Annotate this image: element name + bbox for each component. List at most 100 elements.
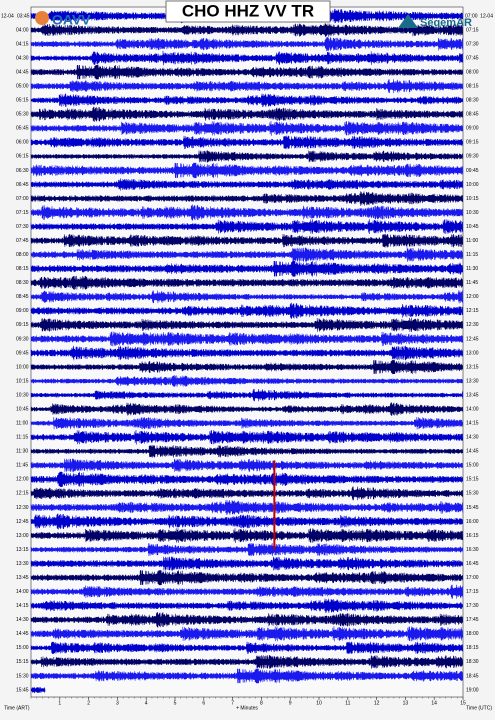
left-time-label: 07:45 bbox=[16, 238, 29, 244]
right-time-label: 17:45 bbox=[466, 617, 479, 623]
trace bbox=[30, 162, 463, 179]
left-time-label: 11:15 bbox=[16, 435, 28, 441]
trace bbox=[30, 388, 463, 402]
right-time-label: 16:00 bbox=[466, 519, 479, 525]
trace bbox=[30, 416, 463, 430]
right-time-label: 17:30 bbox=[466, 603, 479, 609]
logo-right-icon bbox=[398, 14, 418, 28]
right-time-label: 15:45 bbox=[466, 505, 479, 511]
trace bbox=[30, 626, 463, 642]
trace bbox=[30, 219, 463, 235]
right-time-label: 18:00 bbox=[466, 631, 479, 637]
trace bbox=[30, 290, 463, 304]
trace bbox=[30, 317, 463, 333]
right-time-label: 07:15 bbox=[466, 27, 479, 33]
left-time-label: 15:30 bbox=[16, 673, 29, 679]
right-time-label: 14:00 bbox=[466, 406, 479, 412]
left-time-label: 08:00 bbox=[16, 252, 29, 258]
right-time-label: 08:45 bbox=[466, 112, 479, 118]
x-tick-label: 8 bbox=[260, 700, 263, 706]
right-time-label: 18:45 bbox=[466, 673, 479, 679]
left-date: 12-04 bbox=[1, 13, 14, 19]
x-tick-label: 9 bbox=[289, 700, 292, 706]
right-axis-label: Time (UTC) bbox=[466, 705, 492, 711]
trace bbox=[30, 584, 463, 599]
x-tick-label: 10 bbox=[316, 700, 322, 706]
right-time-label: 12:00 bbox=[466, 294, 479, 300]
right-time-label: 11:45 bbox=[466, 280, 478, 286]
traces bbox=[30, 8, 463, 694]
left-time-label: 11:00 bbox=[16, 421, 28, 427]
right-time-label: 17:00 bbox=[466, 575, 479, 581]
right-date: 12-04 bbox=[480, 13, 493, 19]
right-time-label: 10:15 bbox=[466, 196, 479, 202]
left-time-label: 14:00 bbox=[16, 589, 29, 595]
left-time-label: 09:45 bbox=[16, 350, 29, 356]
right-time-label: 08:30 bbox=[466, 98, 479, 104]
left-time-label: 12:30 bbox=[16, 505, 29, 511]
right-time-label: 16:45 bbox=[466, 561, 479, 567]
trace bbox=[30, 402, 463, 416]
trace bbox=[30, 191, 463, 206]
trace bbox=[30, 528, 463, 543]
trace bbox=[30, 429, 463, 445]
left-time-label: 04:15 bbox=[16, 41, 29, 47]
left-time-label: 11:30 bbox=[16, 449, 28, 455]
trace bbox=[30, 93, 463, 108]
right-time-label: 09:30 bbox=[466, 154, 479, 160]
x-tick-label: 11 bbox=[345, 700, 350, 706]
left-time-label: 15:45 bbox=[16, 687, 29, 693]
left-time-label: 09:00 bbox=[16, 308, 29, 314]
right-time-label: 19:00 bbox=[466, 687, 479, 693]
right-time-label: 08:00 bbox=[466, 69, 479, 75]
left-time-label: 11:45 bbox=[16, 463, 28, 469]
trace bbox=[30, 345, 463, 361]
right-time-label: 07:45 bbox=[466, 55, 479, 61]
trace bbox=[30, 499, 463, 515]
left-time-label: 05:45 bbox=[16, 126, 29, 132]
left-time-label: 12:00 bbox=[16, 477, 29, 483]
left-time-label: 04:00 bbox=[16, 27, 29, 33]
trace bbox=[30, 106, 463, 122]
right-time-label: 15:00 bbox=[466, 463, 479, 469]
right-time-label: 11:15 bbox=[466, 252, 478, 258]
right-time-label: 10:45 bbox=[466, 224, 479, 230]
left-axis-label: Time (ART) bbox=[4, 705, 30, 711]
right-time-label: 11:30 bbox=[466, 266, 478, 272]
left-time-label: 08:15 bbox=[16, 266, 29, 272]
trace bbox=[30, 444, 463, 458]
trace bbox=[30, 36, 463, 52]
right-time-label: 15:30 bbox=[466, 491, 479, 497]
left-time-label: 05:00 bbox=[16, 84, 29, 90]
left-time-label: 09:30 bbox=[16, 336, 29, 342]
logo-left-icon bbox=[35, 11, 49, 25]
right-time-label: 09:15 bbox=[466, 140, 479, 146]
left-time-label: 15:00 bbox=[16, 645, 29, 651]
trace bbox=[30, 135, 463, 150]
left-time-label: 14:45 bbox=[16, 631, 29, 637]
right-time-label: 16:30 bbox=[466, 547, 479, 553]
trace bbox=[30, 178, 463, 191]
left-time-label: 05:30 bbox=[16, 112, 29, 118]
x-tick-label: 12 bbox=[374, 700, 380, 706]
trace bbox=[30, 471, 463, 488]
trace bbox=[30, 654, 463, 669]
right-time-label: 12:45 bbox=[466, 336, 479, 342]
x-tick-label: 5 bbox=[174, 700, 177, 706]
right-time-label: 09:45 bbox=[466, 168, 479, 174]
title-box bbox=[165, 0, 331, 23]
trace bbox=[30, 375, 463, 387]
left-time-label: 12:45 bbox=[16, 519, 29, 525]
right-time-label: 18:15 bbox=[466, 645, 479, 651]
left-time-label: 15:15 bbox=[16, 659, 29, 665]
right-time-label: 16:15 bbox=[466, 533, 479, 539]
trace bbox=[30, 331, 463, 347]
left-time-label: 14:30 bbox=[16, 617, 29, 623]
trace bbox=[30, 233, 463, 248]
right-time-label: 13:15 bbox=[466, 364, 479, 370]
left-time-label: 06:00 bbox=[16, 140, 29, 146]
right-time-label: 07:00 bbox=[465, 13, 478, 19]
right-time-label: 17:15 bbox=[466, 589, 479, 595]
x-tick-label: 13 bbox=[403, 700, 409, 706]
